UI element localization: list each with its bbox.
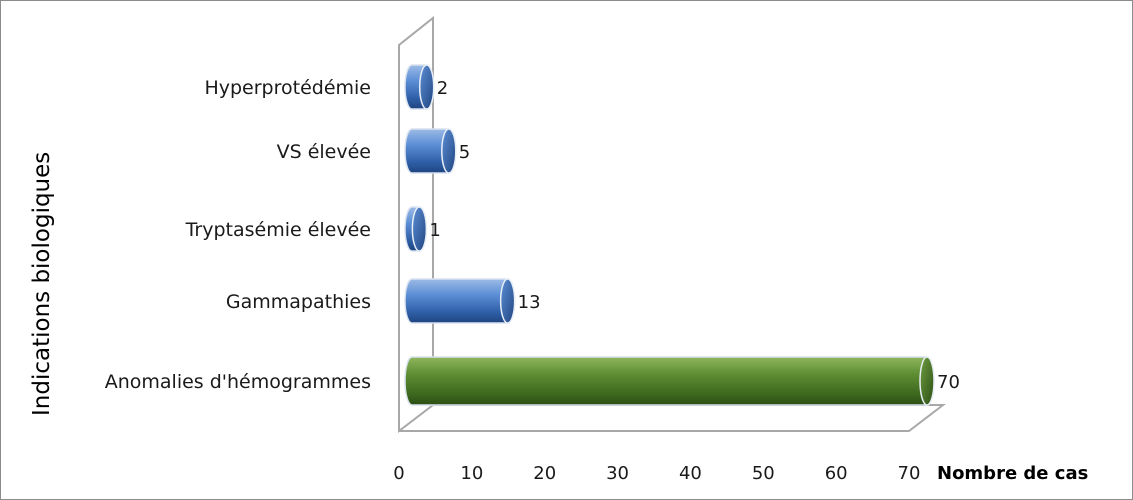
x-tick-label: 30 — [606, 463, 629, 484]
data-label: 1 — [429, 220, 440, 241]
bar-3 — [404, 206, 428, 252]
bar-body — [404, 356, 935, 406]
data-label: 70 — [937, 372, 960, 393]
category-labels: Hyperprotédémie VS élevée Tryptasémie élev… — [105, 77, 371, 393]
x-tick-label: 0 — [393, 463, 404, 484]
bar-body — [404, 278, 516, 324]
bar-1 — [404, 64, 435, 110]
bar-4 — [404, 278, 516, 324]
x-tick-label: 70 — [898, 463, 921, 484]
category-label: Gammapathies — [226, 291, 371, 313]
y-axis-title: Indications biologiques — [29, 152, 55, 416]
data-labels: 2 5 1 13 70 — [429, 78, 960, 393]
x-tick-labels: 0 10 20 30 40 50 60 70 — [393, 463, 920, 484]
bar-cap — [441, 128, 457, 174]
bar-cap — [411, 206, 428, 252]
bar-2 — [404, 128, 457, 174]
bar-5 — [404, 356, 935, 406]
bar-cap — [499, 278, 516, 324]
x-tick-label: 10 — [460, 463, 483, 484]
data-label: 2 — [437, 78, 448, 99]
x-axis-title: Nombre de cas — [937, 463, 1088, 484]
bars-layer — [404, 64, 935, 406]
bar-cap — [919, 356, 935, 406]
x-tick-label: 60 — [825, 463, 848, 484]
data-label: 13 — [518, 292, 541, 313]
x-tick-label: 20 — [533, 463, 556, 484]
data-label: 5 — [459, 142, 470, 163]
category-label: Anomalies d'hémogrammes — [105, 371, 371, 393]
floor-outline — [399, 404, 946, 432]
category-label: VS élevée — [277, 141, 371, 163]
bar-cap — [418, 64, 435, 110]
category-label: Hyperprotédémie — [204, 77, 371, 99]
category-label: Tryptasémie élevée — [185, 219, 371, 241]
x-tick-label: 40 — [679, 463, 702, 484]
x-tick-label: 50 — [752, 463, 775, 484]
